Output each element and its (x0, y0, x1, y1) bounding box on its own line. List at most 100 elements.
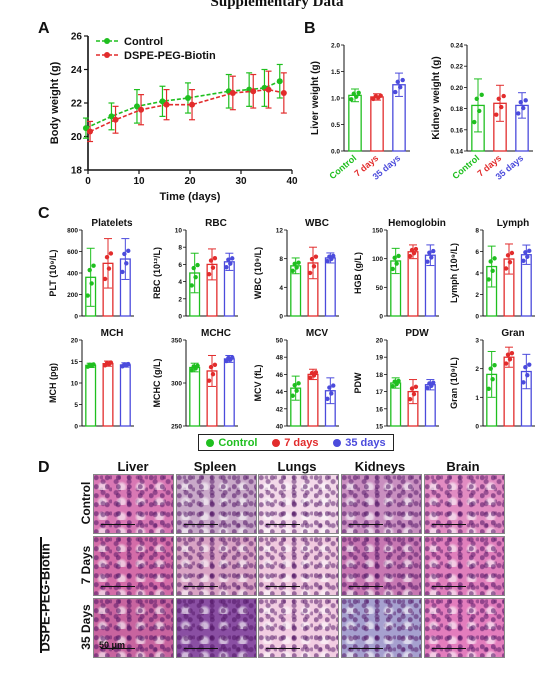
bar-ytick-label: 2 (475, 366, 479, 373)
bar-ylabel: MCH (pg) (48, 363, 58, 403)
bar-data-point (490, 377, 495, 382)
bar-data-point (351, 91, 356, 96)
bar-data-point (509, 350, 515, 356)
bar-data-point (503, 266, 509, 271)
histo-col-kidneys: Kidneys (354, 459, 406, 474)
bar-data-point (400, 77, 405, 83)
a-data-point (82, 125, 89, 132)
bar-ytick-label: 350 (171, 338, 182, 345)
bar-data-point (354, 94, 359, 99)
histo-group-bracket (40, 537, 42, 653)
a-data-point (265, 86, 272, 93)
bar-ytick-label: 20 (71, 338, 79, 345)
bar-data-point (394, 381, 399, 387)
bar-data-point (108, 251, 114, 256)
bar-data-point (425, 385, 430, 391)
histo-row-control: Control (79, 481, 93, 525)
bar-data-point (431, 380, 436, 385)
bar-ytick-label: 0 (379, 314, 383, 321)
bar-chart-title: WBC (305, 218, 329, 229)
bar-data-point (411, 251, 417, 256)
bar-chart-title: MCH (101, 328, 124, 339)
bar-ytick-label: 6 (475, 249, 479, 256)
bar-data-point (427, 250, 432, 255)
bar-chart-title: Gran (501, 328, 524, 339)
bar-data-point (329, 391, 334, 396)
bar-data-point (509, 250, 515, 256)
bar-data-point (477, 108, 482, 114)
bar-data-point (429, 383, 434, 389)
bar-ytick-label: 19 (376, 355, 384, 362)
histology-image (341, 536, 422, 596)
bar-xtick-label: Control (450, 153, 481, 181)
a-ytick-label: 20 (71, 132, 83, 143)
bar-ylabel: Lymph (10⁹/L) (449, 243, 459, 303)
bar-rect (223, 358, 235, 427)
histology-image (258, 598, 339, 658)
bar-rect (119, 364, 131, 427)
scale-bar (101, 648, 135, 649)
bar-data-point (290, 268, 295, 273)
bar-ytick-label: 50 (376, 285, 384, 292)
bar-data-point (224, 265, 229, 270)
a-data-point (159, 98, 166, 105)
bar-data-point (91, 263, 96, 268)
bar-data-point (228, 261, 233, 266)
bar-data-point (431, 248, 436, 254)
bar-data-point (396, 378, 401, 384)
a-xtick-label: 30 (235, 176, 247, 187)
bar-data-point (521, 105, 526, 111)
bar-data-point (523, 250, 528, 255)
histology-image (93, 536, 174, 596)
bar-data-point (327, 385, 332, 390)
bar-ytick-label: 0 (475, 424, 479, 431)
bar-data-point (496, 96, 501, 101)
histology-image (341, 474, 422, 534)
bar-rect (85, 364, 97, 427)
bar-data-point (501, 93, 506, 99)
bar-data-point (124, 261, 129, 266)
bar-data-point (212, 362, 218, 367)
bar-data-point (325, 396, 330, 402)
bar-data-point (193, 274, 198, 280)
bar-data-point (503, 361, 509, 366)
bar-ylabel: Gran (10⁹/L) (449, 357, 459, 409)
bar-ytick-label: 4 (475, 271, 479, 278)
bar-ytick-label: 0 (74, 424, 78, 431)
bar-data-point (106, 266, 112, 271)
bar-data-point (331, 383, 336, 388)
a-ytick-label: 26 (71, 32, 83, 43)
histology-image (341, 598, 422, 658)
bar-data-point (392, 255, 397, 261)
bar-ytick-label: 0.5 (331, 122, 340, 129)
bar-ytick-label: 42 (276, 406, 284, 413)
bar-ytick-label: 4 (279, 285, 283, 292)
panel-label-c: C (38, 205, 50, 222)
bar-xtick-label: Control (327, 153, 358, 181)
a-data-point (108, 113, 115, 120)
bar-data-point (409, 386, 415, 391)
histo-col-lungs: Lungs (277, 459, 317, 474)
bar-data-point (525, 372, 530, 378)
bar-ytick-label: 15 (376, 424, 384, 431)
bar-ytick-label: 40 (276, 424, 284, 431)
bar-data-point (307, 270, 313, 276)
legend-dot-35days (333, 438, 342, 447)
a-data-point (163, 101, 170, 108)
bar-data-point (230, 256, 235, 261)
bar-chart-title: MCV (306, 328, 329, 339)
bar-ytick-label: 6 (178, 262, 182, 269)
bar-ytick-label: 150 (372, 228, 383, 235)
bar-ytick-label: 0.22 (450, 64, 463, 71)
scale-bar (266, 586, 300, 587)
bar-data-point (91, 362, 96, 367)
bar-data-point (296, 381, 301, 386)
bar-data-point (87, 267, 92, 273)
legend-item-7days: 7 days (272, 437, 318, 449)
bar-data-point (210, 265, 216, 270)
bar-data-point (523, 365, 528, 370)
legend-dot-7days (272, 438, 281, 447)
bar-rect (407, 251, 419, 317)
bar-rect (424, 384, 436, 427)
a-data-point (276, 78, 283, 85)
